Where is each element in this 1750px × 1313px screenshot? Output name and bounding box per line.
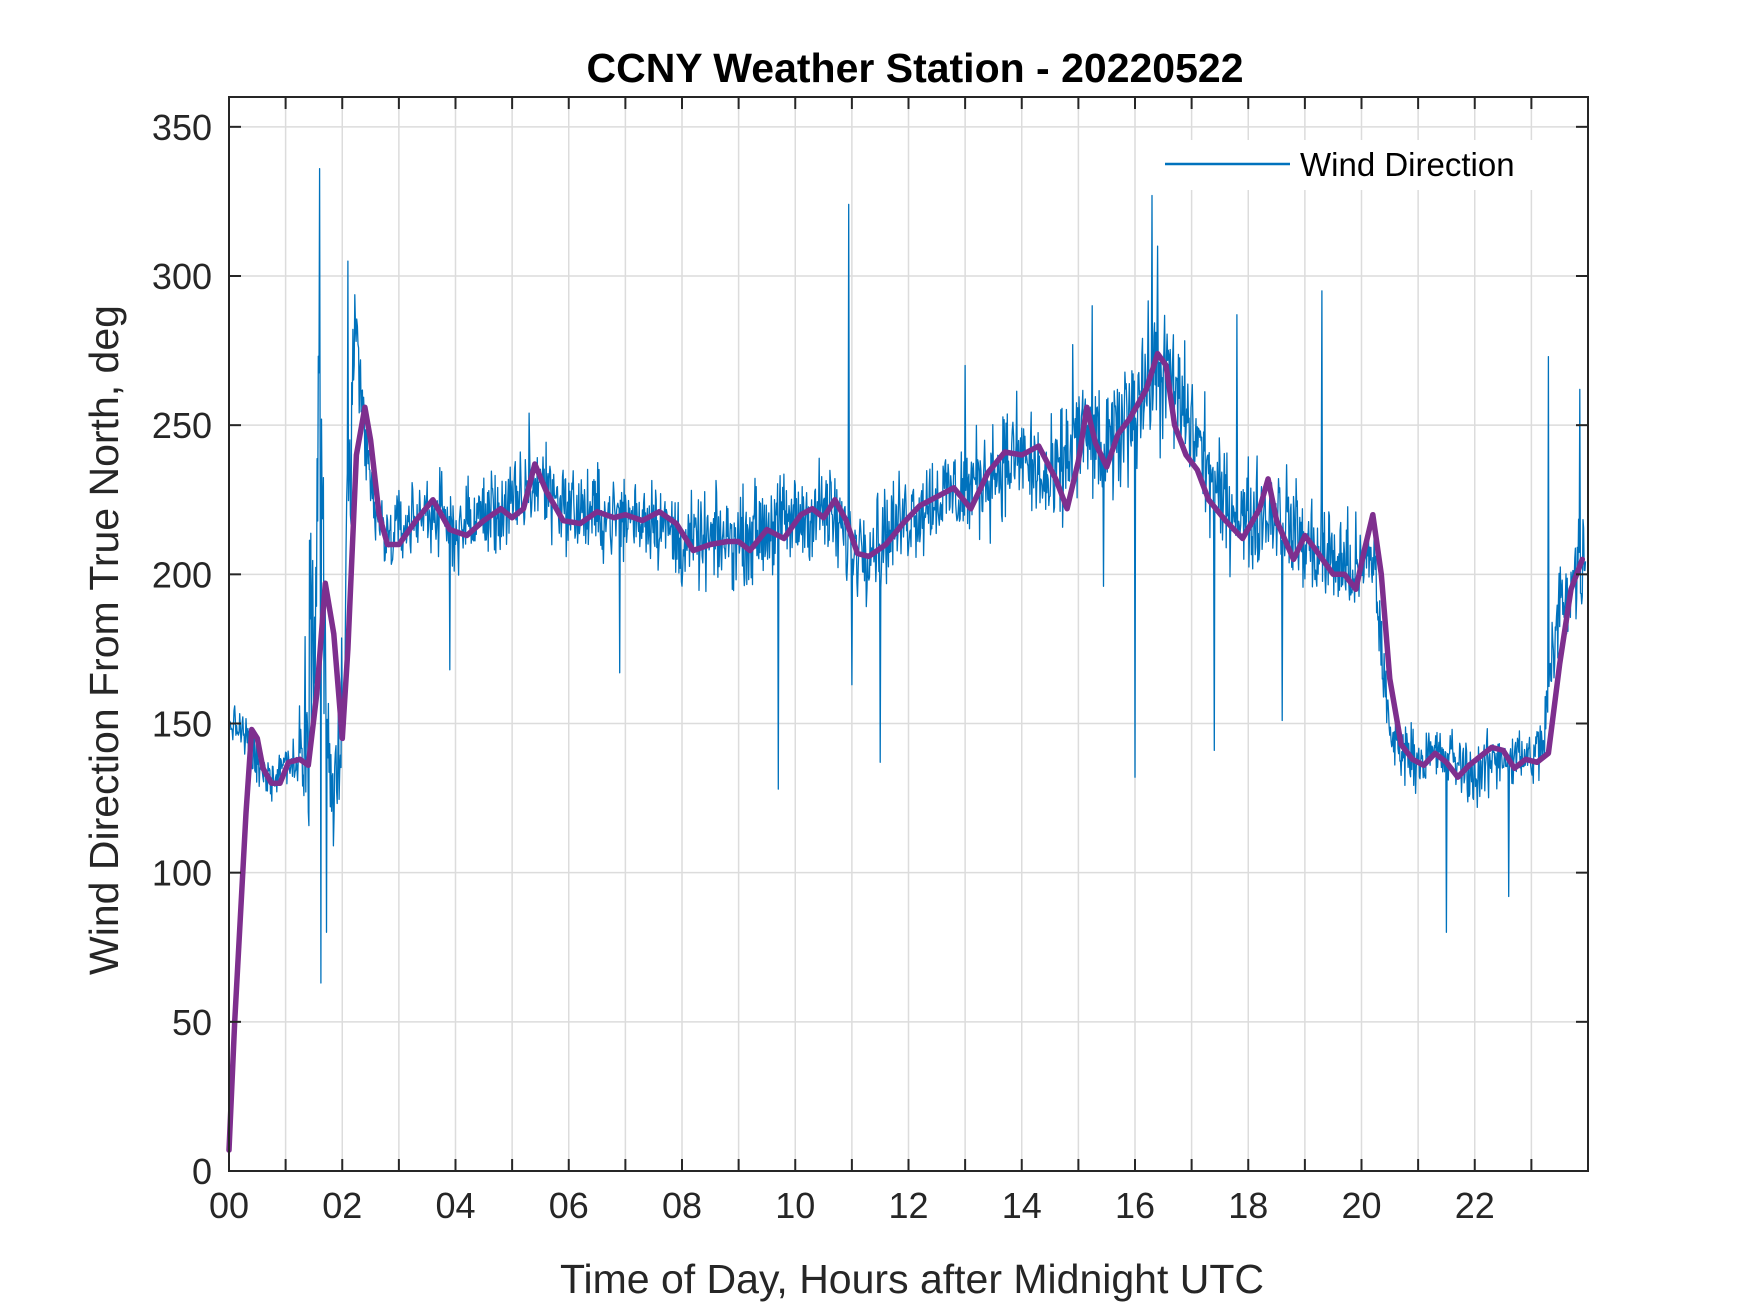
- chart-title: CCNY Weather Station - 20220522: [586, 45, 1243, 91]
- legend: Wind Direction: [1160, 140, 1550, 190]
- x-axis-title: Time of Day, Hours after Midnight UTC: [560, 1256, 1264, 1302]
- y-tick-label: 250: [152, 405, 212, 446]
- x-tick-label: 04: [435, 1185, 475, 1226]
- legend-label: Wind Direction: [1300, 146, 1515, 183]
- y-tick-label: 350: [152, 107, 212, 148]
- tick-marks: [228, 97, 1588, 1172]
- y-axis-title: Wind Direction From True North, deg: [81, 305, 127, 975]
- x-tick-labels: 00 02 04 06 08 10 12 14 16 18 20 22: [209, 1185, 1495, 1226]
- x-tick-label: 02: [322, 1185, 362, 1226]
- smoothed-series-layer: [226, 350, 1586, 1153]
- y-tick-label: 150: [152, 704, 212, 745]
- wind-direction-smoothed-line: [226, 350, 1586, 1153]
- x-tick-label: 18: [1228, 1185, 1268, 1226]
- x-tick-label: 16: [1115, 1185, 1155, 1226]
- x-tick-label: 22: [1455, 1185, 1495, 1226]
- x-tick-label: 08: [662, 1185, 702, 1226]
- y-tick-label: 50: [172, 1002, 212, 1043]
- y-tick-label: 300: [152, 256, 212, 297]
- x-tick-label: 14: [1002, 1185, 1042, 1226]
- y-tick-labels: 0 50 100 150 200 250 300 350: [152, 107, 212, 1192]
- grid-lines: [229, 97, 1588, 1171]
- y-tick-label: 100: [152, 853, 212, 894]
- x-tick-label: 10: [775, 1185, 815, 1226]
- x-tick-label: 12: [888, 1185, 928, 1226]
- x-tick-label: 06: [549, 1185, 589, 1226]
- y-tick-label: 0: [192, 1151, 212, 1192]
- x-tick-label: 00: [209, 1185, 249, 1226]
- x-tick-label: 20: [1341, 1185, 1381, 1226]
- y-tick-label: 200: [152, 554, 212, 595]
